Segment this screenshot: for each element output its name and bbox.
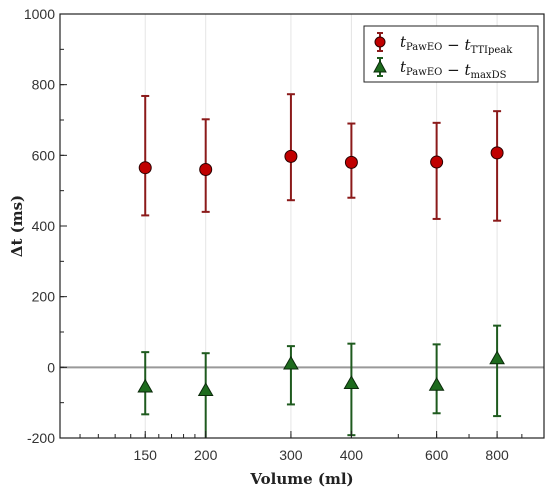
data-point — [284, 149, 298, 163]
error-bar — [432, 121, 441, 220]
data-point — [343, 375, 360, 389]
y-tick-label: 800 — [32, 77, 56, 93]
error-bar — [286, 345, 295, 406]
error-bar — [493, 324, 502, 418]
data-point — [428, 376, 445, 391]
y-tick-label: 600 — [32, 147, 56, 163]
y-tick-label: 200 — [32, 289, 56, 305]
series — [137, 93, 505, 438]
x-axis-label: Volume (ml) — [249, 470, 353, 488]
data-point — [430, 155, 444, 169]
x-tick-label: 400 — [340, 447, 364, 463]
error-bar — [493, 110, 502, 222]
series-1 — [138, 93, 504, 222]
y-tick-label: -200 — [27, 430, 55, 446]
y-tick-label: 0 — [47, 359, 55, 375]
x-tick-label: 600 — [425, 447, 449, 463]
legend-marker — [373, 59, 387, 73]
y-tick-label: 1000 — [24, 6, 55, 22]
data-point — [490, 146, 504, 160]
error-bar — [141, 94, 150, 217]
legend-label: tPawEO − tTTIpeak — [400, 33, 513, 56]
series-2 — [137, 324, 505, 438]
legend-box — [363, 25, 539, 83]
data-point — [283, 355, 299, 370]
legend-label: tPawEO − tmaxDS — [400, 58, 507, 81]
data-point — [138, 161, 152, 175]
error-bar — [347, 342, 356, 437]
axes: 150 200 300 400 600 800 -200 0 200 400 600 800 1000 — [24, 6, 545, 463]
x-tick-label: 800 — [485, 447, 509, 463]
error-bar — [286, 93, 295, 202]
x-tick-label: 200 — [194, 447, 218, 463]
data-point — [137, 378, 154, 393]
data-point — [199, 162, 213, 176]
data-point — [197, 382, 214, 397]
x-tick-label: 150 — [134, 447, 158, 463]
x-tick-label: 300 — [279, 447, 303, 463]
y-axis-label: Δt (ms) — [8, 195, 26, 257]
data-point — [489, 350, 505, 365]
y-tick-label: 400 — [32, 218, 56, 234]
data-point — [344, 155, 358, 169]
legend-marker — [374, 36, 386, 48]
